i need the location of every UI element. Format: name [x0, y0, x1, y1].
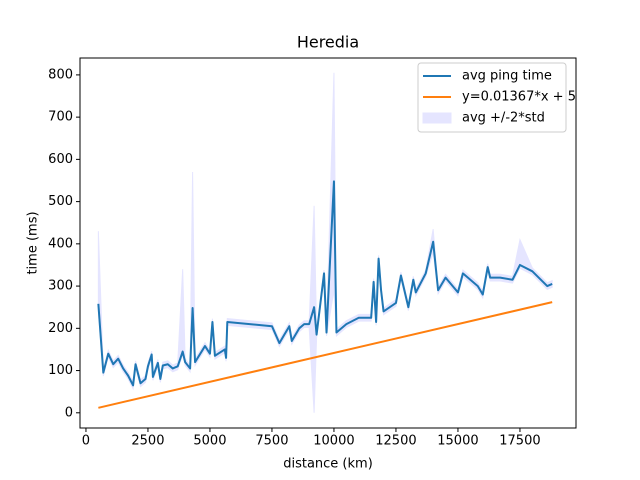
series-line — [98, 301, 553, 409]
y-tick-label: 800 — [48, 67, 73, 82]
x-axis-label: distance (km) — [283, 457, 373, 472]
y-tick-label: 400 — [48, 236, 73, 251]
y-axis-label: time (ms) — [26, 211, 41, 274]
legend-label: y=0.01367*x + 5 — [462, 90, 576, 105]
y-tick-label: 200 — [48, 321, 73, 336]
plot-area — [97, 72, 553, 413]
x-tick-label: 15000 — [437, 434, 478, 449]
legend-label: avg +/-2*std — [462, 111, 545, 126]
legend-label: avg ping time — [462, 69, 552, 84]
x-tick-label: 2500 — [131, 434, 164, 449]
legend-box — [417, 62, 567, 133]
y-tick-label: 500 — [48, 194, 73, 209]
x-tick-label: 12500 — [375, 434, 416, 449]
series-line — [97, 180, 553, 387]
y-tick-label: 0 — [65, 405, 73, 420]
x-tick-label: 10000 — [313, 434, 354, 449]
y-tick-label: 600 — [48, 152, 73, 167]
legend-swatch — [422, 112, 452, 124]
x-tick-label: 17500 — [499, 434, 540, 449]
x-tick-label: 5000 — [193, 434, 226, 449]
x-tick-label: 0 — [82, 434, 90, 449]
chart-title: Heredia — [297, 33, 359, 52]
y-tick-label: 100 — [48, 363, 73, 378]
y-tick-label: 700 — [48, 110, 73, 125]
x-tick-label: 7500 — [255, 434, 288, 449]
y-tick-label: 300 — [48, 279, 73, 294]
axes-frame — [79, 57, 577, 429]
